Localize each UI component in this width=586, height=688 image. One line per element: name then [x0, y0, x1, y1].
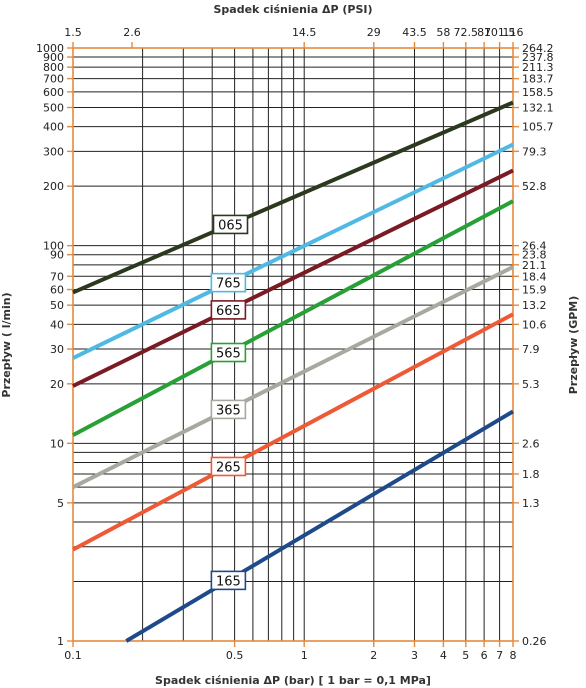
series-label-765: 765: [216, 277, 241, 292]
series-label-365: 365: [216, 403, 241, 418]
tick-labels: 0.1 0.5 1 2 3 4 5 6 7 81.5 2.6 14.5 29 43.5 58 72.5 8710…: [36, 26, 554, 662]
series-line-165: [125, 409, 515, 643]
y-tick-label: 1000: [36, 42, 64, 55]
x-tick-label: 7: [496, 649, 503, 662]
x-tick-label: 0.5: [226, 649, 244, 662]
y2-axis-title: Przepływ (GPM): [567, 296, 580, 395]
y2-tick-label: 105.7: [522, 121, 554, 134]
y-tick-label: 400: [43, 121, 64, 134]
y2-tick-label: 10.6: [522, 318, 547, 331]
series-lines: [72, 100, 515, 643]
x2-tick-label: 14.5: [292, 26, 317, 39]
series-line-565: [72, 199, 514, 437]
y-tick-label: 20: [50, 378, 64, 391]
x2-axis-title: Spadek ciśnienia ΔP (PSI): [214, 3, 373, 16]
grid: [72, 47, 514, 642]
y2-tick-label: 79.3: [522, 145, 547, 158]
y2-tick-label: 2.6: [522, 437, 540, 450]
y2-tick-label: 5.3: [522, 378, 540, 391]
x-tick-label: 6: [481, 649, 488, 662]
y2-tick-label: 1.8: [522, 468, 540, 481]
x2-tick-label: 116: [503, 26, 524, 39]
series-line-765: [72, 142, 514, 360]
y-tick-label: 5: [57, 497, 64, 510]
x-axis-title: Spadek ciśnienia ΔP (bar) [ 1 bar = 0,1 …: [155, 674, 431, 687]
y2-tick-label: 52.8: [522, 180, 547, 193]
y2-tick-label: 158.5: [522, 86, 554, 99]
y2-tick-label: 23.8: [522, 249, 547, 262]
series-label-box-065: [212, 214, 249, 235]
y-tick-label: 600: [43, 86, 64, 99]
x2-tick-label: 72.5: [454, 26, 479, 39]
y-tick-label: 800: [43, 61, 64, 74]
y-tick-label: 10: [50, 437, 64, 450]
plot-frame: [72, 47, 514, 642]
y-tick-label: 30: [50, 343, 64, 356]
x2-tick-label: 101.5: [484, 26, 516, 39]
y2-tick-label: 237.8: [522, 51, 554, 64]
series-label-265: 265: [216, 460, 241, 475]
series-labels: 065 765 665 565 365 265 165: [210, 214, 249, 591]
x-tick-label: 2: [370, 649, 377, 662]
y-tick-label: 60: [50, 284, 64, 297]
y2-tick-label: 0.26: [522, 635, 547, 648]
series-label-165: 165: [216, 574, 241, 589]
x-tick-label: 0.1: [64, 649, 82, 662]
y2-tick-label: 264.2: [522, 42, 554, 55]
series-label-box-265: [210, 456, 247, 477]
y2-tick-label: 21.1: [522, 259, 547, 272]
series-label-box-565: [210, 342, 247, 363]
y-tick-label: 500: [43, 102, 64, 115]
y2-tick-label: 15.9: [522, 284, 547, 297]
x2-tick-label: 43.5: [402, 26, 427, 39]
axis-frame: [67, 42, 519, 647]
series-label-665: 665: [216, 304, 241, 319]
y2-tick-label: 183.7: [522, 73, 554, 86]
y2-tick-label: 132.1: [522, 102, 554, 115]
x2-tick-label: 1.5: [64, 26, 82, 39]
x-tick-label: 1: [301, 649, 308, 662]
x-tick-label: 5: [462, 649, 469, 662]
series-line-065: [72, 100, 514, 295]
y-axis-title: Przepływ ( l/min): [0, 292, 13, 397]
series-line-665: [72, 168, 514, 388]
y-tick-label: 90: [50, 249, 64, 262]
y-tick-label: 40: [50, 318, 64, 331]
series-line-265: [72, 312, 514, 552]
y-tick-label: 100: [43, 240, 64, 253]
y2-tick-label: 1.3: [522, 497, 540, 510]
y-tick-label: 700: [43, 73, 64, 86]
y2-tick-label: 26.4: [522, 240, 547, 253]
y-tick-label: 900: [43, 51, 64, 64]
x-tick-label: 8: [510, 649, 517, 662]
series-label-box-365: [210, 399, 247, 420]
x2-tick-label: 29: [367, 26, 381, 39]
y-tick-label: 300: [43, 145, 64, 158]
series-label-box-165: [210, 570, 247, 591]
series-label-065: 065: [218, 218, 243, 233]
y-tick-label: 70: [50, 270, 64, 283]
y-tick-label: 200: [43, 180, 64, 193]
series-label-box-665: [210, 300, 247, 320]
y-tick-label: 1: [57, 635, 64, 648]
x-tick-label: 4: [440, 649, 447, 662]
series-line-365: [72, 265, 514, 489]
x-tick-label: 3: [411, 649, 418, 662]
y2-tick-label: 211.3: [522, 61, 554, 74]
series-label-box-765: [210, 272, 247, 293]
x2-tick-label: 58: [436, 26, 450, 39]
x2-tick-label: 2.6: [123, 26, 141, 39]
y2-tick-label: 7.9: [522, 343, 540, 356]
series-label-565: 565: [216, 347, 241, 362]
x2-tick-label: 87: [477, 26, 491, 39]
y2-tick-label: 13.2: [522, 299, 547, 312]
y-tick-label: 50: [50, 299, 64, 312]
y2-tick-label: 18.4: [522, 270, 547, 283]
